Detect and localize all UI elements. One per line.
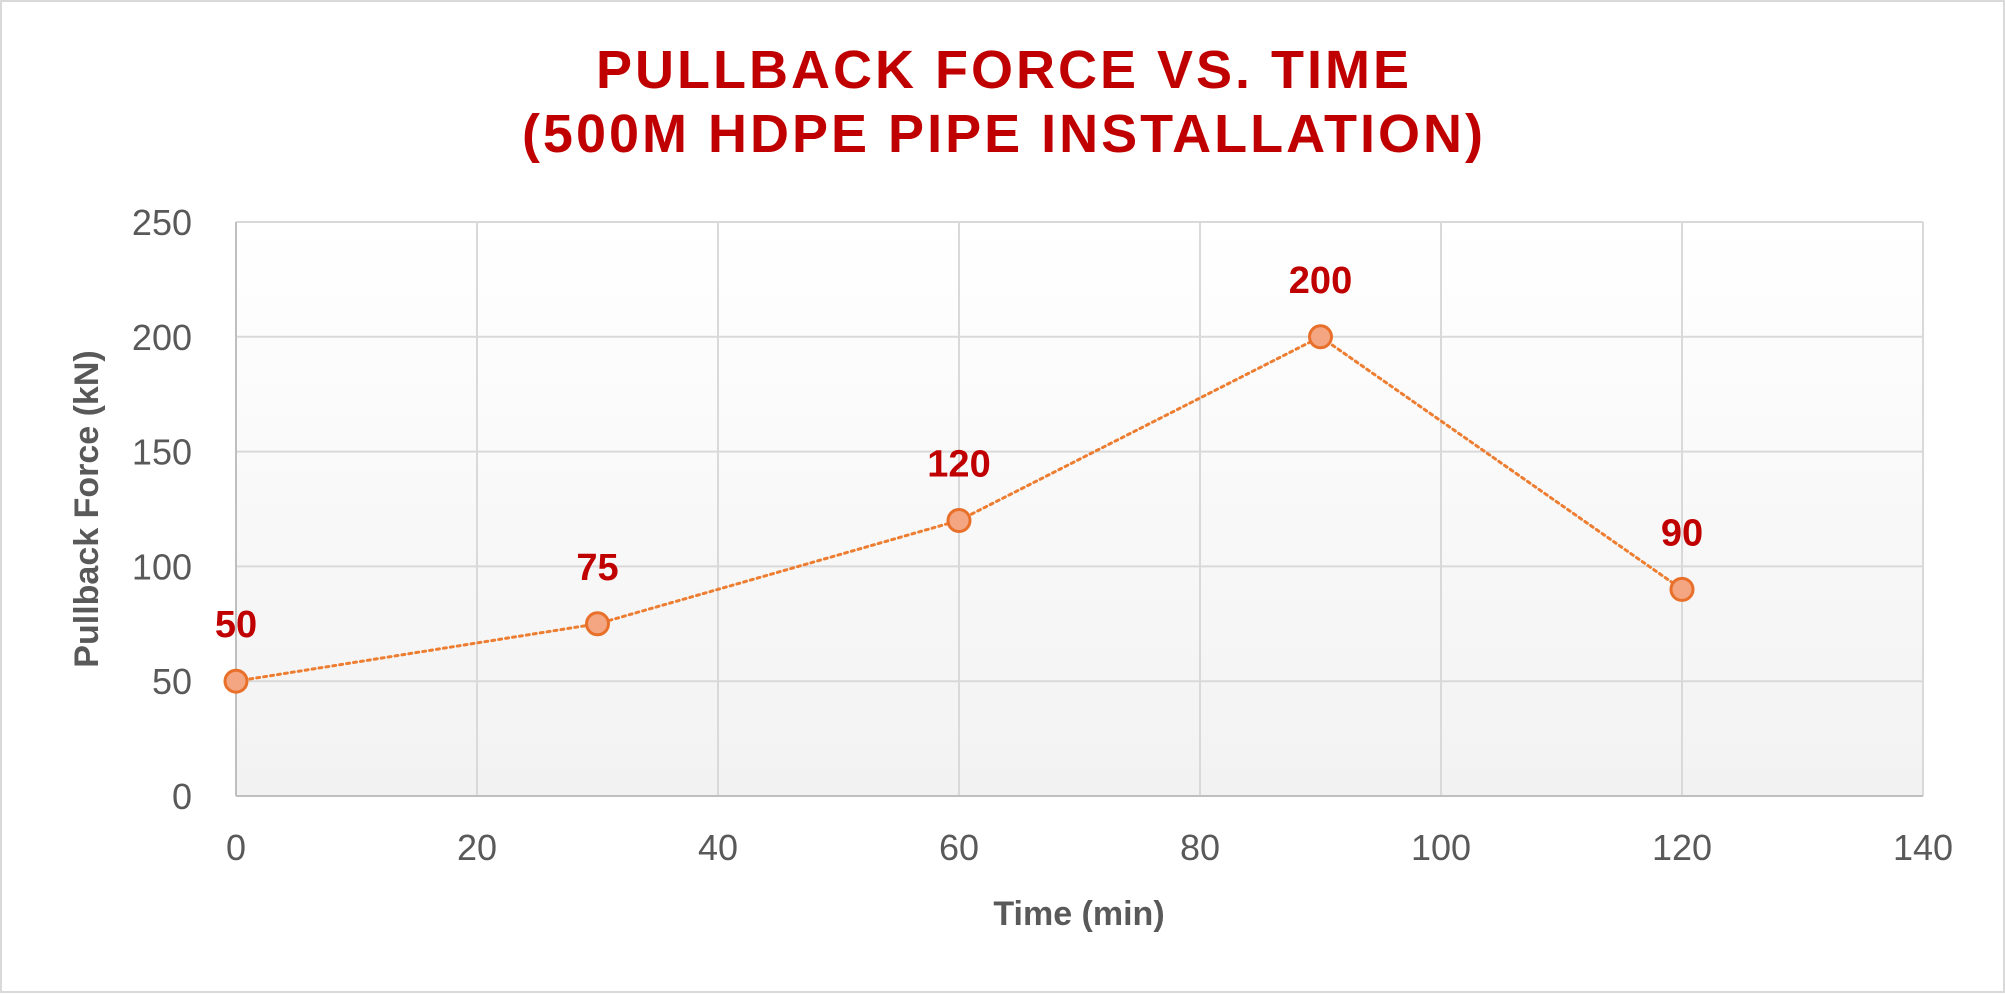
y-tick-label: 200	[132, 317, 192, 358]
y-tick-label: 100	[132, 546, 192, 587]
x-tick-label: 120	[1652, 827, 1712, 868]
chart-title-line-1: PULLBACK FORCE VS. TIME	[596, 40, 1412, 100]
data-point-marker	[585, 611, 610, 637]
x-tick-label: 60	[939, 827, 979, 868]
data-labels: 50 75 120 200 90	[215, 260, 1703, 646]
axes	[235, 222, 1923, 797]
x-tick-label: 0	[226, 827, 246, 868]
data-label: 50	[215, 604, 257, 646]
chart-title: PULLBACK FORCE VS. TIME (500M HDPE PIPE …	[522, 40, 1486, 164]
data-point-marker	[1669, 576, 1695, 602]
data-label: 75	[576, 547, 618, 589]
tick-labels: 0 50 100 150 200 250 0 20 40 60 80 100 120 140	[132, 202, 1953, 868]
data-label: 90	[1661, 512, 1703, 554]
data-point-marker	[946, 507, 972, 533]
data-label: 200	[1289, 260, 1352, 302]
y-tick-label: 50	[152, 661, 192, 702]
gridlines	[236, 221, 1924, 796]
data-point-marker	[1308, 324, 1333, 350]
x-tick-label: 140	[1893, 827, 1953, 868]
plot-area	[236, 222, 1923, 796]
y-tick-label: 250	[132, 202, 192, 243]
series	[223, 324, 1695, 694]
x-tick-label: 40	[698, 827, 738, 868]
x-tick-label: 20	[457, 827, 497, 868]
x-tick-label: 100	[1411, 827, 1471, 868]
x-tick-label: 80	[1180, 827, 1220, 868]
data-label: 120	[927, 443, 990, 485]
y-tick-label: 0	[172, 776, 192, 817]
y-tick-label: 150	[132, 432, 192, 473]
y-axis-title: Pullback Force (kN)	[68, 350, 106, 667]
chart-title-line-2: (500M HDPE PIPE INSTALLATION)	[522, 104, 1486, 164]
x-axis-title: Time (min)	[993, 895, 1164, 933]
data-point-marker	[223, 668, 249, 694]
